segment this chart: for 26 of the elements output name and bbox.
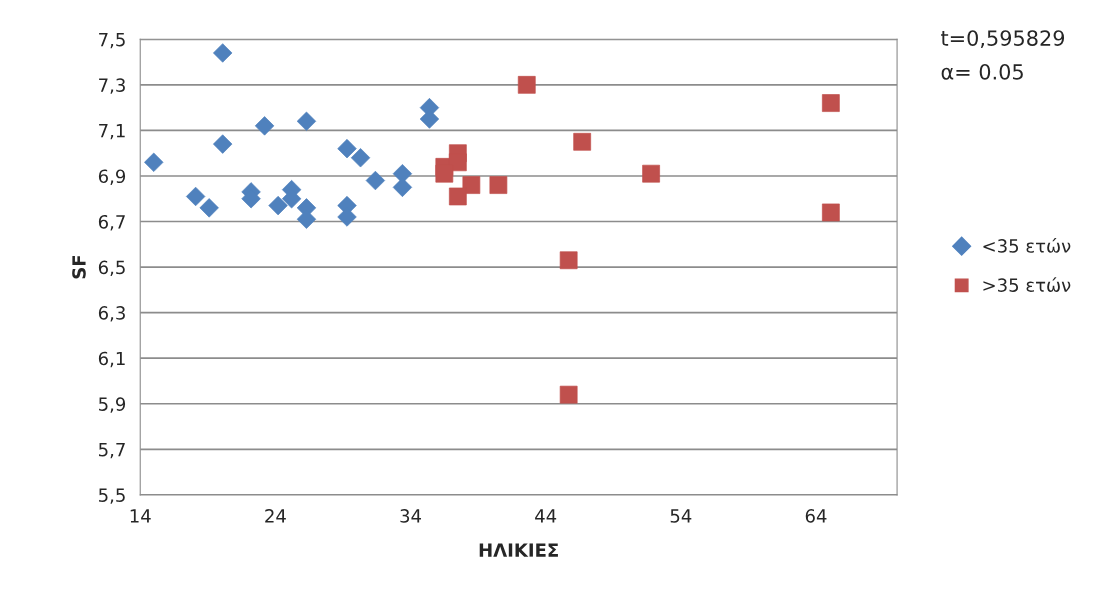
y-tick-label: 5,5 (99, 488, 125, 504)
y-tick-label: 7,1 (99, 124, 125, 140)
x-tick-label: 54 (670, 509, 692, 523)
point (185, 186, 206, 207)
x-axis-title: ΗΛΙΚΙΕΣ (479, 543, 558, 557)
y-axis-title: SF (72, 255, 86, 279)
text: α= 0.05 (941, 63, 1023, 80)
y-tick-label: 5,9 (99, 397, 126, 413)
x-tick-label: 34 (400, 509, 422, 523)
y-tick-label: 6,3 (98, 306, 125, 322)
legend-label: <35 ετών (983, 238, 1071, 253)
y-tick-label: 7,5 (99, 32, 125, 49)
y-tick-label: 6,5 (98, 260, 125, 277)
y-tick-label: 5,7 (99, 443, 125, 459)
text: t=0,595829 (941, 30, 1065, 49)
y-tick-label: 6,9 (98, 169, 126, 185)
x-tick-label: 14 (130, 509, 151, 523)
y-tick-label: 6,7 (98, 214, 125, 231)
y-tick-label: 7,3 (99, 78, 125, 94)
x-tick-label: 24 (265, 509, 286, 523)
y-tick-label: 6,1 (98, 351, 125, 368)
x-tick-label: 64 (805, 509, 827, 523)
legend-label: >35 ετών (983, 277, 1071, 292)
point (392, 177, 413, 198)
point (296, 111, 317, 131)
x-tick-label: 44 (535, 509, 557, 523)
